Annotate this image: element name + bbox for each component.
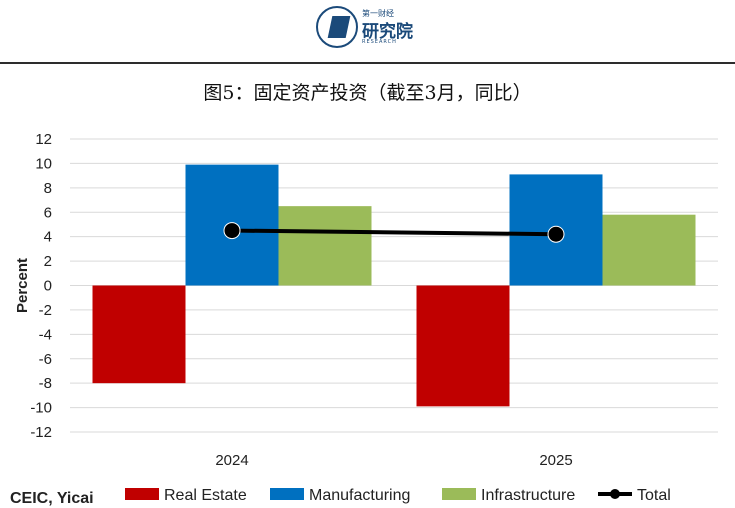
y-tick-label: 8 — [44, 180, 52, 197]
total-point-2024 — [223, 222, 241, 240]
y-tick-label: 12 — [35, 131, 52, 148]
report-header: 第一财经 研究院 RESEARCH — [0, 0, 735, 64]
y-tick-label: 2 — [44, 253, 52, 270]
y-tick-label: -8 — [39, 375, 52, 392]
logo-top-text: 第一财经 — [362, 9, 394, 18]
bar-real-estate-2024 — [92, 285, 186, 384]
logo-main-text: 研究院 — [362, 22, 413, 42]
y-tick-label: -12 — [30, 424, 52, 441]
yicai-research-logo: 第一财经 研究院 RESEARCH — [316, 6, 426, 50]
y-tick-label: 6 — [44, 204, 52, 221]
legend-swatch-manufacturing — [270, 488, 304, 500]
legend-swatch-real-estate — [125, 488, 159, 500]
logo-sub-text: RESEARCH — [362, 39, 397, 45]
bar-infrastructure-2024 — [278, 206, 372, 286]
total-line-series — [223, 222, 565, 243]
bar-infrastructure-2025 — [602, 214, 696, 286]
y-tick-label: 4 — [44, 229, 52, 246]
header-divider — [0, 62, 735, 64]
y-axis-ticks: 12 10 8 6 4 2 0 -2 -4 -6 -8 -10 -12 — [30, 131, 52, 441]
legend-swatch-total-marker — [610, 489, 620, 499]
y-tick-label: 10 — [35, 155, 52, 172]
x-axis-ticks: 2024 2025 — [215, 452, 572, 469]
legend-label-infrastructure: Infrastructure — [481, 487, 575, 504]
legend-label-total: Total — [637, 487, 671, 504]
y-tick-label: -10 — [30, 400, 52, 417]
x-tick-label: 2024 — [215, 452, 248, 469]
y-axis-label: Percent — [14, 258, 31, 313]
y-tick-label: 0 — [44, 278, 52, 295]
y-tick-label: -6 — [39, 351, 52, 368]
x-tick-label: 2025 — [539, 452, 572, 469]
y-tick-label: -4 — [39, 326, 52, 343]
total-line — [231, 228, 557, 237]
legend-swatch-infrastructure — [442, 488, 476, 500]
legend-label-real-estate: Real Estate — [164, 487, 247, 504]
total-point-2025 — [547, 225, 565, 243]
legend: Real Estate Manufacturing Infrastructure To… — [125, 487, 671, 504]
source-note: CEIC, Yicai — [10, 490, 94, 507]
y-tick-label: -2 — [39, 302, 52, 319]
bar-real-estate-2025 — [416, 285, 510, 407]
chart-title: 图5：固定资产投资（截至3月，同比） — [203, 82, 532, 104]
logo-mark-icon — [316, 6, 358, 48]
legend-label-manufacturing: Manufacturing — [309, 487, 410, 504]
